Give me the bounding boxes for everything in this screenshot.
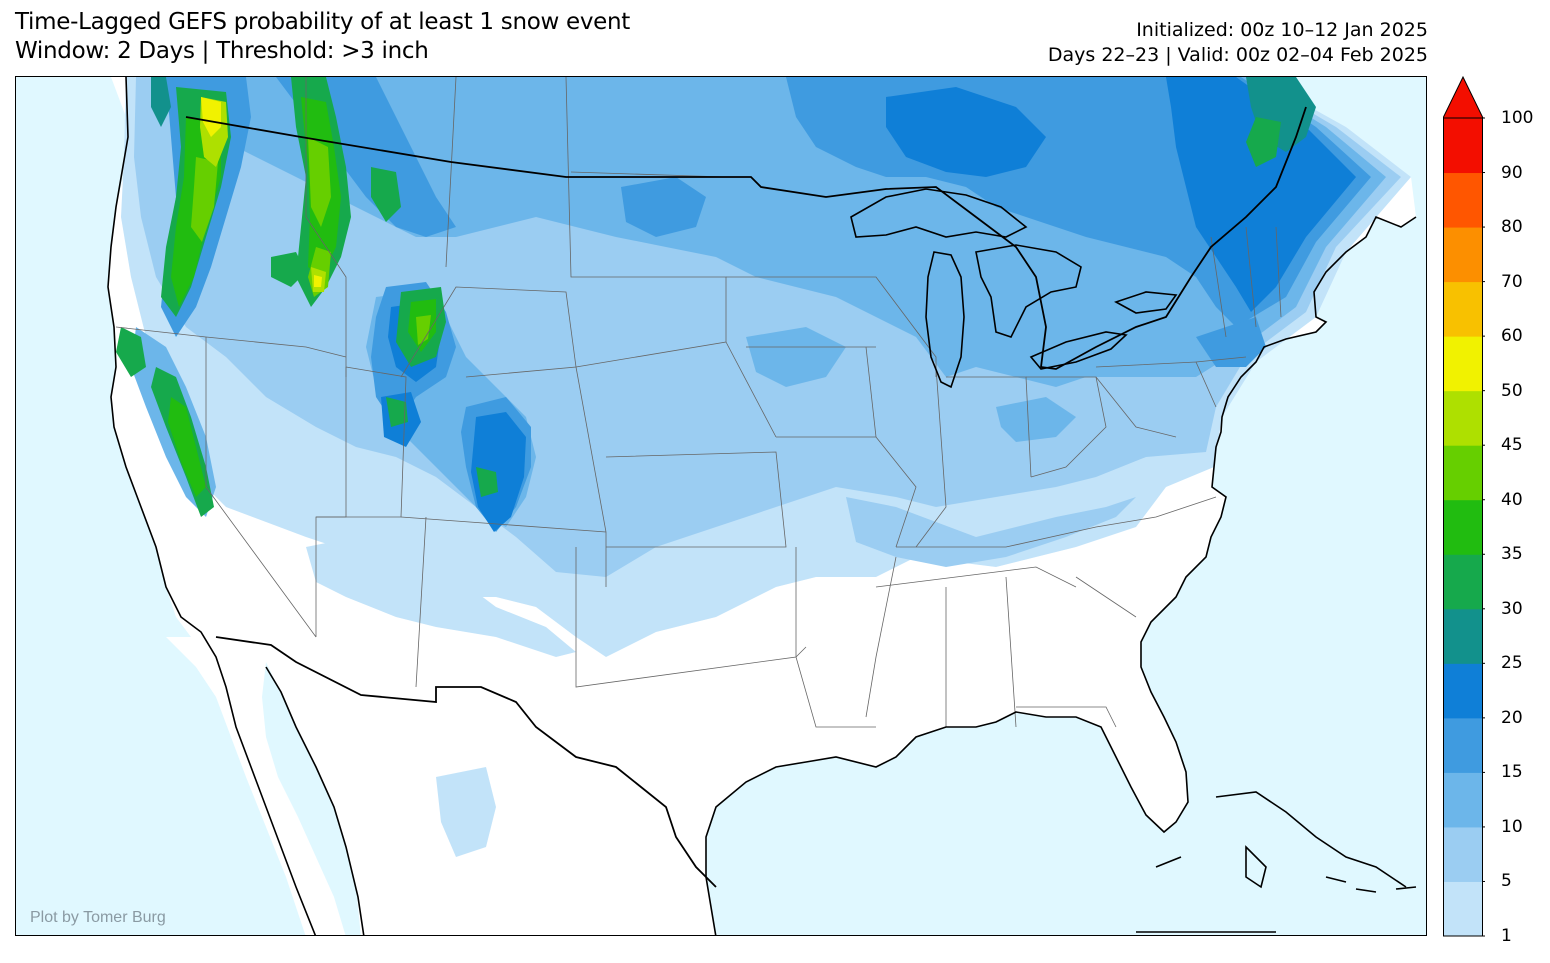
pacific-baja — [16, 637, 306, 935]
colorbar-border — [1443, 117, 1483, 937]
colorbar-label: 10 — [1501, 816, 1523, 837]
coastlines — [107, 77, 1417, 935]
colorbar-label: 45 — [1501, 435, 1523, 456]
colorbar-label: 15 — [1501, 762, 1523, 783]
country-borders — [185, 106, 1307, 888]
map-svg — [16, 77, 1417, 935]
state-boundaries — [115, 77, 1282, 728]
caribbean-islands — [1136, 791, 1417, 933]
colorbar-label: 80 — [1501, 217, 1523, 238]
colorbar-segment — [1443, 336, 1483, 392]
prob-50-60 — [201, 97, 322, 287]
colorbar-segment — [1443, 826, 1483, 882]
gulf-of-california — [262, 662, 361, 935]
colorbar-segment — [1443, 881, 1483, 937]
colorbar-label: 100 — [1501, 108, 1534, 128]
colorbar-segment — [1443, 717, 1483, 773]
colorbar-label: 40 — [1501, 489, 1523, 510]
colorbar-label: 70 — [1501, 271, 1523, 292]
colorbar-segment — [1443, 445, 1483, 501]
colorbar-segment — [1443, 499, 1483, 555]
init-valid-info: Initialized: 00z 10–12 Jan 2025 Days 22–… — [1048, 18, 1428, 68]
prob-40-45 — [191, 137, 431, 345]
colorbar-extend-arrow — [1443, 76, 1484, 119]
colorbar-label: 90 — [1501, 162, 1523, 183]
colorbar-segment — [1443, 172, 1483, 228]
colorbar-segment — [1443, 281, 1483, 337]
colorbar-segment — [1443, 118, 1483, 174]
plot-credit: Plot by Tomer Burg — [30, 909, 166, 926]
colorbar-label: 50 — [1501, 380, 1523, 401]
colorbar-label: 25 — [1501, 653, 1523, 674]
colorbar-segment — [1443, 390, 1483, 446]
colorbar-label: 35 — [1501, 544, 1523, 565]
colorbar-label: 5 — [1501, 871, 1512, 892]
colorbar-label: 20 — [1501, 707, 1523, 728]
title-line-1: Time-Lagged GEFS probability of at least… — [15, 9, 631, 35]
colorbar — [1443, 76, 1485, 937]
colorbar-segment — [1443, 663, 1483, 719]
colorbar-segment — [1443, 608, 1483, 664]
colorbar-label: 60 — [1501, 326, 1523, 347]
colorbar-segments — [1443, 76, 1485, 937]
colorbar-segment — [1443, 554, 1483, 610]
map-panel: Plot by Tomer Burg — [15, 76, 1427, 936]
colorbar-segment — [1443, 772, 1483, 828]
initialized-text: Initialized: 00z 10–12 Jan 2025 — [1136, 19, 1428, 41]
colorbar-label: 30 — [1501, 598, 1523, 619]
map-title: Time-Lagged GEFS probability of at least… — [15, 8, 630, 66]
valid-text: Days 22–23 | Valid: 00z 02–04 Feb 2025 — [1047, 44, 1428, 66]
colorbar-segment — [1443, 227, 1483, 283]
colorbar-label: 1 — [1501, 926, 1512, 946]
title-line-2: Window: 2 Days | Threshold: >3 inch — [15, 38, 429, 64]
pacific-ocean — [16, 77, 191, 637]
